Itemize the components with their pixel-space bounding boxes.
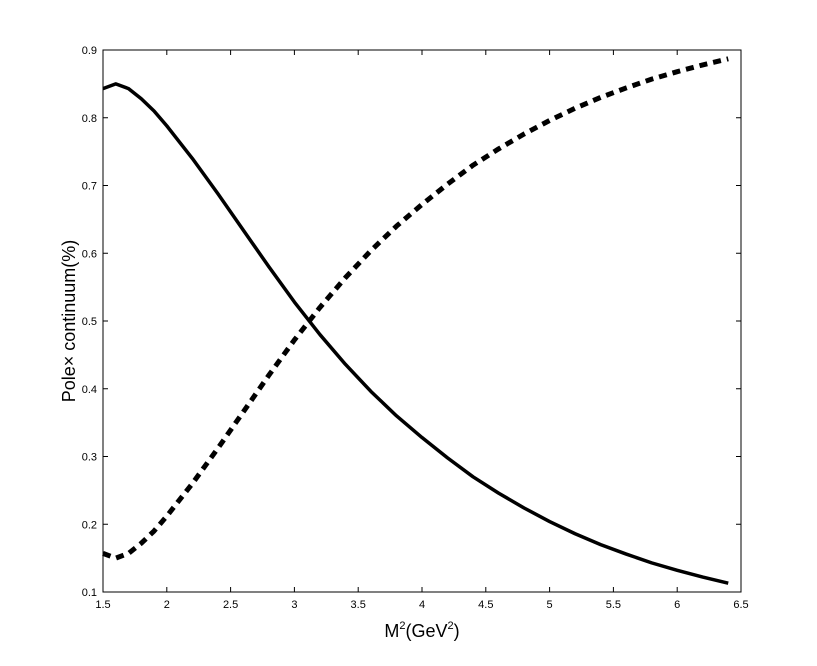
x-tick-label: 4 [419, 599, 425, 611]
y-tick-label: 0.4 [82, 384, 97, 396]
x-axis-label-end: ) [454, 621, 460, 641]
series-line-dashed [102, 56, 729, 561]
y-tick-label: 0.9 [82, 45, 97, 57]
y-tick-label: 0.2 [82, 519, 97, 531]
x-axis-label-mid: (GeV [405, 621, 447, 641]
x-axis-label-sup2: 2 [448, 620, 454, 632]
y-tick-label: 0.1 [82, 587, 97, 599]
x-tick-label: 3 [291, 599, 297, 611]
x-tick-label: 1.5 [95, 599, 110, 611]
x-tick-label: 3.5 [351, 599, 366, 611]
x-axis-label-base: M [384, 621, 399, 641]
x-tick-label: 2 [164, 599, 170, 611]
x-axis-label-sup1: 2 [399, 620, 405, 632]
x-tick-label: 6 [674, 599, 680, 611]
tick-labels: 1.5 2 2.5 3 3.5 4 4.5 5 5.5 6 6.5 0.1 0.2 0.3 0.4 0.5 0.… [82, 45, 749, 611]
y-tick-label: 0.6 [82, 248, 97, 260]
axis-ticks [102, 49, 742, 593]
y-tick-label: 0.7 [82, 181, 97, 193]
x-tick-label: 5 [547, 599, 553, 611]
plot-lines [102, 56, 729, 585]
x-axis-label: M2(GeV2) [384, 620, 459, 641]
plot-area-frame [102, 49, 742, 593]
x-tick-label: 4.5 [478, 599, 493, 611]
y-axis-label: Pole× continuum(%) [59, 240, 79, 403]
y-tick-label: 0.3 [82, 452, 97, 464]
series-line-solid [102, 82, 729, 585]
y-tick-label: 0.5 [82, 316, 97, 328]
x-tick-label: 6.5 [733, 599, 748, 611]
x-tick-label: 2.5 [223, 599, 238, 611]
x-tick-label: 5.5 [606, 599, 621, 611]
y-tick-label: 0.8 [82, 113, 97, 125]
